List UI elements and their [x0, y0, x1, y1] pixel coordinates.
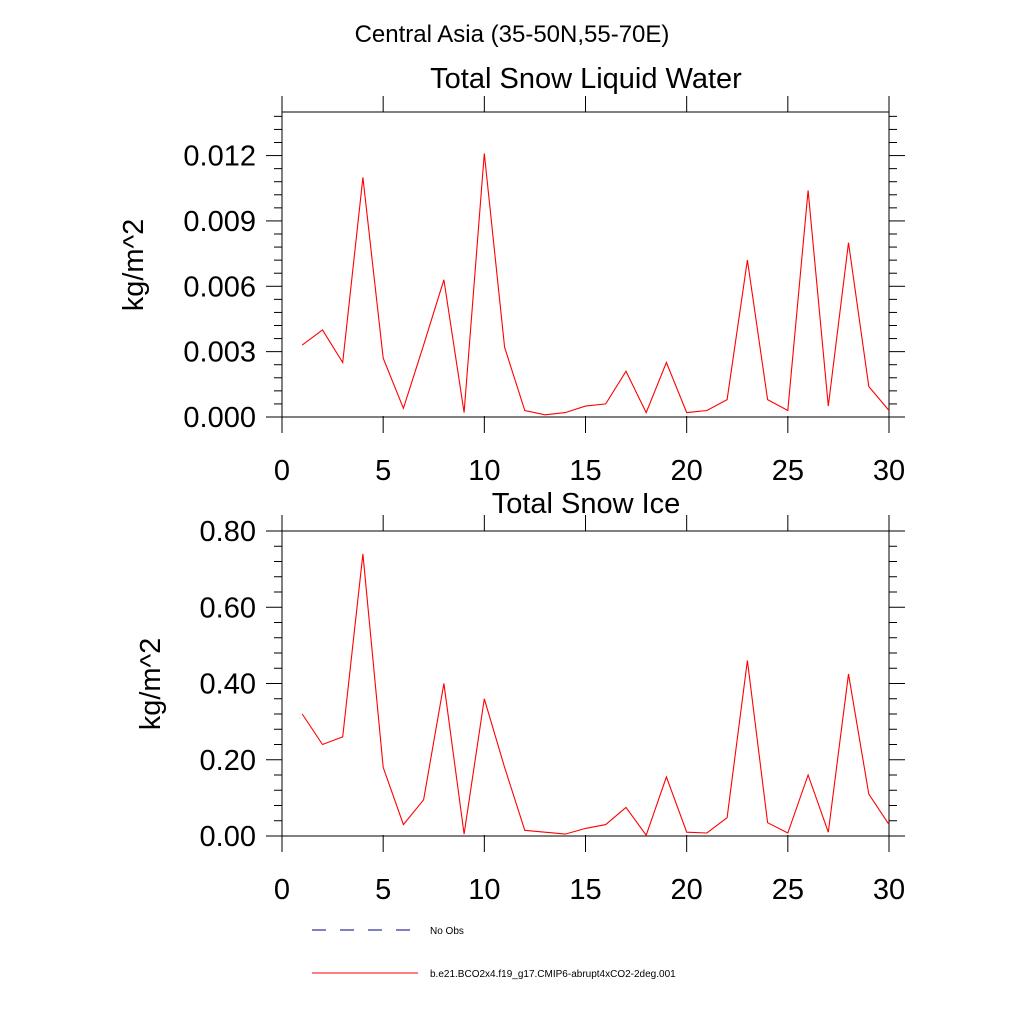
panel-snow-ice: Total Snow Ice kg/m^2 0 5 10 15 20 25 30 0.00 0.… [135, 488, 905, 906]
x-tick-label: 10 [468, 874, 500, 906]
series-line [301, 553, 890, 837]
x-tick-label: 0 [274, 874, 290, 906]
x-tick-label: 5 [375, 455, 391, 487]
x-tick-label: 15 [569, 874, 601, 906]
chart-title: Total Snow Ice [492, 488, 681, 520]
y-tick-label: 0.20 [200, 745, 256, 777]
x-tick-label: 10 [468, 455, 500, 487]
legend: No Obs b.e21.BCO2x4.f19_g17.CMIP6-abrupt… [312, 926, 676, 980]
plot-frame [281, 530, 890, 837]
y-tick-label: 0.003 [183, 337, 256, 369]
y-tick-label: 0.012 [183, 141, 256, 173]
x-tick-label: 20 [671, 874, 703, 906]
series-line [301, 153, 890, 416]
x-tick-label: 30 [873, 874, 905, 906]
y-axis-label: kg/m^2 [135, 638, 167, 731]
legend-label-no-obs: No Obs [430, 926, 464, 937]
x-tick-label: 30 [873, 455, 905, 487]
x-tick-label: 5 [375, 874, 391, 906]
y-tick-label: 0.60 [200, 592, 256, 624]
chart-title: Total Snow Liquid Water [430, 63, 742, 95]
y-tick-label: 0.80 [200, 516, 256, 548]
y-tick-label: 0.40 [200, 669, 256, 701]
y-tick-label: 0.000 [183, 402, 256, 434]
x-tick-label: 15 [569, 455, 601, 487]
x-tick-label: 25 [772, 455, 804, 487]
panel-snow-liquid-water: Total Snow Liquid Water kg/m^2 0 5 10 15 20 2… [118, 63, 905, 487]
y-axis-label: kg/m^2 [118, 219, 150, 312]
y-tick-label: 0.006 [183, 271, 256, 303]
y-tick-label: 0.00 [200, 821, 256, 853]
x-tick-label: 25 [772, 874, 804, 906]
x-tick-label: 0 [274, 455, 290, 487]
figure-title: Central Asia (35-50N,55-70E) [355, 21, 670, 48]
y-tick-label: 0.009 [183, 206, 256, 238]
legend-label-model: b.e21.BCO2x4.f19_g17.CMIP6-abrupt4xCO2-2… [430, 969, 676, 980]
x-tick-label: 20 [671, 455, 703, 487]
